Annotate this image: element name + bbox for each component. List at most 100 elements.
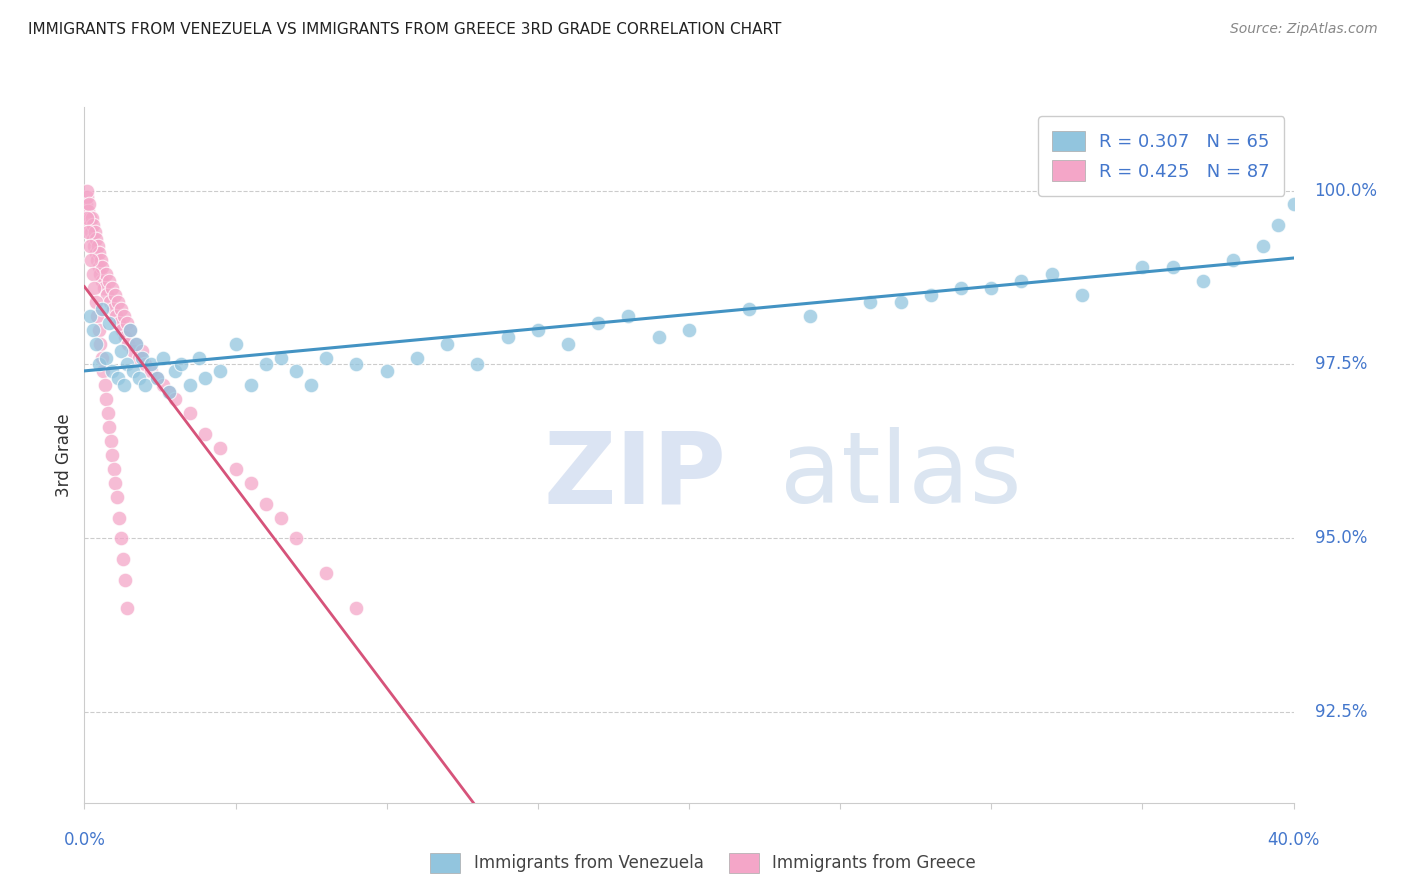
Point xyxy=(1222,253,1244,268)
Point xyxy=(107,371,129,385)
Point xyxy=(134,378,156,392)
Legend: Immigrants from Venezuela, Immigrants from Greece: Immigrants from Venezuela, Immigrants fr… xyxy=(423,847,983,880)
Point xyxy=(90,274,112,288)
Point xyxy=(96,288,118,302)
Point xyxy=(1161,260,1184,274)
Point xyxy=(86,232,108,246)
Point xyxy=(79,239,101,253)
Point xyxy=(91,364,114,378)
Point xyxy=(108,316,131,330)
Point xyxy=(76,211,98,226)
Point xyxy=(110,532,132,546)
Point xyxy=(131,351,153,365)
Point xyxy=(105,490,128,504)
Point xyxy=(104,288,127,302)
Text: 0.0%: 0.0% xyxy=(63,830,105,848)
Point xyxy=(90,351,112,365)
Point xyxy=(94,378,117,392)
Point xyxy=(79,211,101,226)
Point xyxy=(98,420,121,434)
Point xyxy=(299,378,322,392)
Point xyxy=(152,378,174,392)
Text: atlas: atlas xyxy=(779,427,1021,524)
Point xyxy=(125,336,148,351)
Point xyxy=(104,329,127,343)
Point xyxy=(80,211,103,226)
Point xyxy=(1010,274,1032,288)
Point xyxy=(179,406,201,420)
Point xyxy=(79,309,101,323)
Point xyxy=(1282,197,1305,211)
Point xyxy=(97,316,120,330)
Point xyxy=(84,246,107,260)
Point xyxy=(188,351,211,365)
Point xyxy=(107,294,129,309)
Point xyxy=(157,385,180,400)
Point xyxy=(980,281,1002,295)
Point xyxy=(82,232,104,246)
Point xyxy=(111,323,134,337)
Point xyxy=(152,351,174,365)
Point xyxy=(89,358,111,372)
Point xyxy=(254,358,277,372)
Point xyxy=(112,552,135,566)
Point xyxy=(315,351,337,365)
Point xyxy=(87,260,110,274)
Point xyxy=(98,294,121,309)
Point xyxy=(80,225,103,239)
Point xyxy=(75,197,97,211)
Point xyxy=(284,364,308,378)
Point xyxy=(139,358,162,372)
Point xyxy=(94,267,117,281)
Point xyxy=(87,239,110,253)
Point xyxy=(121,343,143,358)
Point xyxy=(91,301,114,316)
Point xyxy=(346,358,368,372)
Point xyxy=(90,253,112,268)
Point xyxy=(105,309,128,323)
Point xyxy=(1130,260,1153,274)
Point xyxy=(83,281,105,295)
Point xyxy=(86,309,108,323)
Point xyxy=(100,281,122,295)
Point xyxy=(103,462,125,476)
Text: 100.0%: 100.0% xyxy=(1315,182,1378,200)
Point xyxy=(114,329,136,343)
Point xyxy=(738,301,761,316)
Point xyxy=(104,475,127,490)
Point xyxy=(1267,219,1289,233)
Point xyxy=(1040,267,1063,281)
Point xyxy=(557,336,579,351)
Point xyxy=(146,371,169,385)
Point xyxy=(80,253,103,268)
Point xyxy=(97,406,120,420)
Y-axis label: 3rd Grade: 3rd Grade xyxy=(55,413,73,497)
Point xyxy=(87,323,110,337)
Point xyxy=(93,281,115,295)
Point xyxy=(1071,288,1094,302)
Point xyxy=(588,316,610,330)
Point xyxy=(157,385,180,400)
Point xyxy=(799,309,821,323)
Point xyxy=(209,364,232,378)
Point xyxy=(527,323,550,337)
Point xyxy=(82,267,104,281)
Point xyxy=(117,336,139,351)
Point xyxy=(94,351,117,365)
Point xyxy=(94,392,117,407)
Point xyxy=(225,462,247,476)
Point xyxy=(112,309,135,323)
Point xyxy=(1251,239,1274,253)
Point xyxy=(89,267,111,281)
Point xyxy=(496,329,519,343)
Point xyxy=(118,323,141,337)
Point xyxy=(406,351,429,365)
Point xyxy=(617,309,640,323)
Point xyxy=(225,336,247,351)
Point xyxy=(115,316,138,330)
Point xyxy=(115,358,138,372)
Point xyxy=(89,246,111,260)
Point xyxy=(110,343,132,358)
Point xyxy=(146,371,169,385)
Point xyxy=(91,260,114,274)
